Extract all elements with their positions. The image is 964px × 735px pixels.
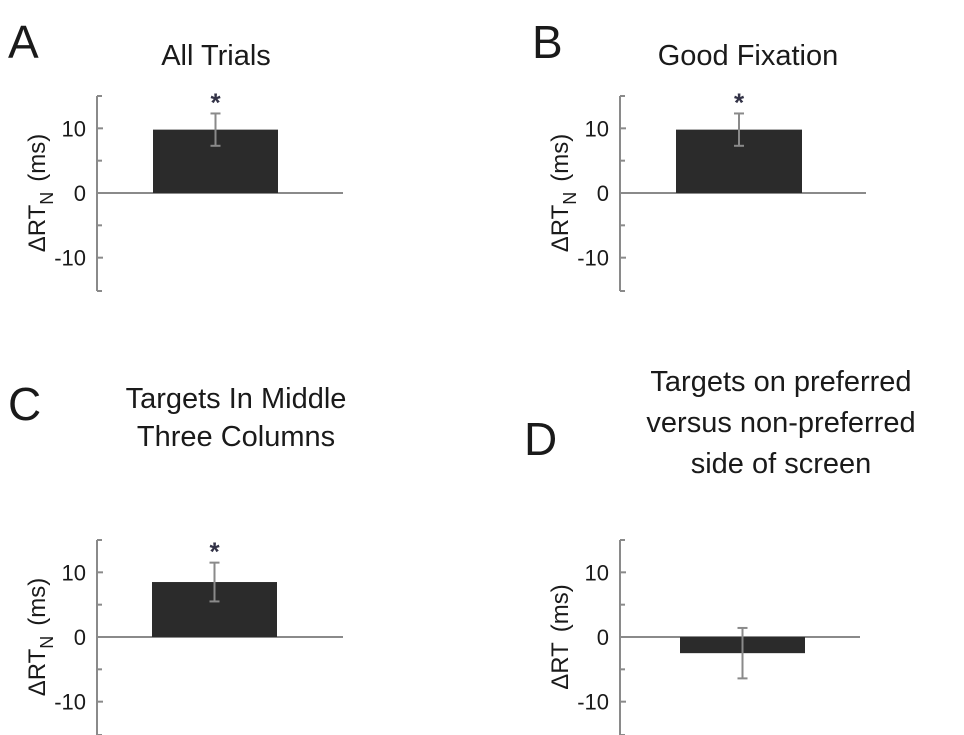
panel-letter: C bbox=[8, 378, 41, 430]
y-axis-label-unit: (ms) bbox=[24, 134, 51, 182]
y-axis-label: ΔRTN (ms) bbox=[547, 134, 580, 253]
panel-title-line: Targets on preferred bbox=[650, 366, 911, 398]
y-axis-label-subscript: N bbox=[560, 192, 580, 205]
y-tick-label: 10 bbox=[585, 116, 609, 141]
y-axis-label-subscript: N bbox=[37, 636, 57, 649]
y-axis-label-unit: (ms) bbox=[547, 134, 574, 182]
y-axis-label-unit: (ms) bbox=[24, 578, 51, 626]
panel-title-line: Three Columns bbox=[137, 421, 335, 453]
y-axis-label: ΔRT (ms) bbox=[547, 584, 574, 690]
y-axis-label: ΔRTN (ms) bbox=[24, 578, 57, 697]
y-axis-label: ΔRTN (ms) bbox=[24, 134, 57, 253]
significance-star: * bbox=[209, 537, 220, 567]
y-axis-label-subscript: N bbox=[37, 192, 57, 205]
panel-letter: A bbox=[8, 16, 39, 68]
y-tick-label: -10 bbox=[577, 246, 609, 271]
y-tick-label: 0 bbox=[597, 625, 609, 650]
y-axis-label-main: ΔRT bbox=[547, 204, 574, 252]
y-tick-label: 10 bbox=[62, 116, 86, 141]
panel-title-line: versus non-preferred bbox=[646, 407, 915, 439]
y-tick-label: 10 bbox=[585, 560, 609, 585]
y-tick-label: 10 bbox=[62, 560, 86, 585]
panel-title-line: All Trials bbox=[161, 40, 271, 72]
y-tick-label: -10 bbox=[54, 690, 86, 715]
y-tick-label: -10 bbox=[577, 690, 609, 715]
y-tick-label: 0 bbox=[597, 181, 609, 206]
panel-letter: B bbox=[532, 16, 563, 68]
panel-d: D Targets on preferred versus non-preferre… bbox=[524, 366, 916, 735]
y-tick-label: 0 bbox=[74, 625, 86, 650]
significance-star: * bbox=[210, 87, 221, 117]
y-axis-label-main: ΔRT bbox=[547, 642, 574, 690]
y-axis-label-main: ΔRT bbox=[24, 648, 51, 696]
panel-title-line: side of screen bbox=[691, 448, 872, 480]
panel-a: A All Trials -10 0 10 ΔRTN (ms) * bbox=[8, 16, 343, 292]
panel-letter: D bbox=[524, 413, 557, 465]
y-axis-label-unit: (ms) bbox=[547, 584, 574, 632]
panel-title-line: Good Fixation bbox=[658, 40, 839, 72]
y-tick-label: 0 bbox=[74, 181, 86, 206]
significance-star: * bbox=[734, 87, 745, 117]
y-axis-label-main: ΔRT bbox=[24, 204, 51, 252]
panel-b: B Good Fixation -10 0 10 ΔRTN (ms) * bbox=[532, 16, 866, 292]
panel-title-line: Targets In Middle bbox=[126, 383, 347, 415]
y-tick-label: -10 bbox=[54, 246, 86, 271]
